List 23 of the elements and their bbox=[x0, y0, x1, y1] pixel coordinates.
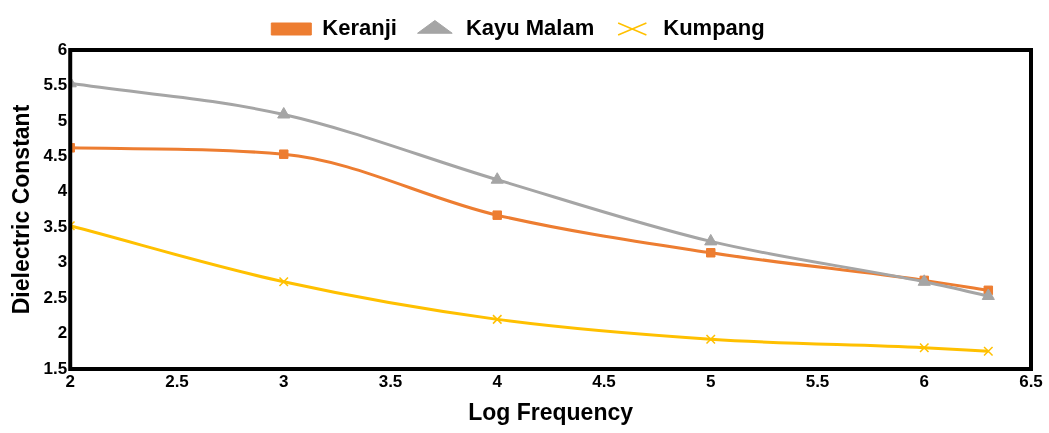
x-tick-label: 3 bbox=[279, 371, 289, 391]
y-tick-label: 2.5 bbox=[43, 287, 68, 307]
x-axis-title: Log Frequency bbox=[468, 398, 634, 425]
x-tick-label: 6 bbox=[919, 371, 929, 391]
y-axis-title: Dielectric Constant bbox=[8, 104, 35, 315]
legend-label: Kumpang bbox=[663, 15, 765, 41]
y-tick-label: 6 bbox=[57, 39, 68, 59]
y-tick-label: 3 bbox=[57, 252, 68, 272]
y-tick-label: 4.5 bbox=[43, 146, 68, 166]
y-tick-label: 5.5 bbox=[43, 75, 68, 95]
legend-label: Kayu Malam bbox=[465, 15, 595, 41]
y-tick-label: 5 bbox=[57, 110, 68, 130]
y-tick-label: 2 bbox=[57, 323, 68, 343]
x-tick-label: 6.5 bbox=[1019, 371, 1043, 391]
x-tick-label: 5.5 bbox=[805, 371, 830, 391]
legend-label: Keranji bbox=[322, 15, 397, 41]
x-tick-label: 4 bbox=[492, 371, 503, 391]
x-tick-label: 3.5 bbox=[378, 371, 403, 391]
x-tick-label: 2.5 bbox=[165, 371, 189, 391]
x-tick-label: 5 bbox=[706, 371, 716, 391]
y-tick-label: 3.5 bbox=[43, 216, 68, 236]
y-tick-label: 4 bbox=[57, 181, 68, 201]
x-tick-label: 4.5 bbox=[592, 371, 616, 391]
